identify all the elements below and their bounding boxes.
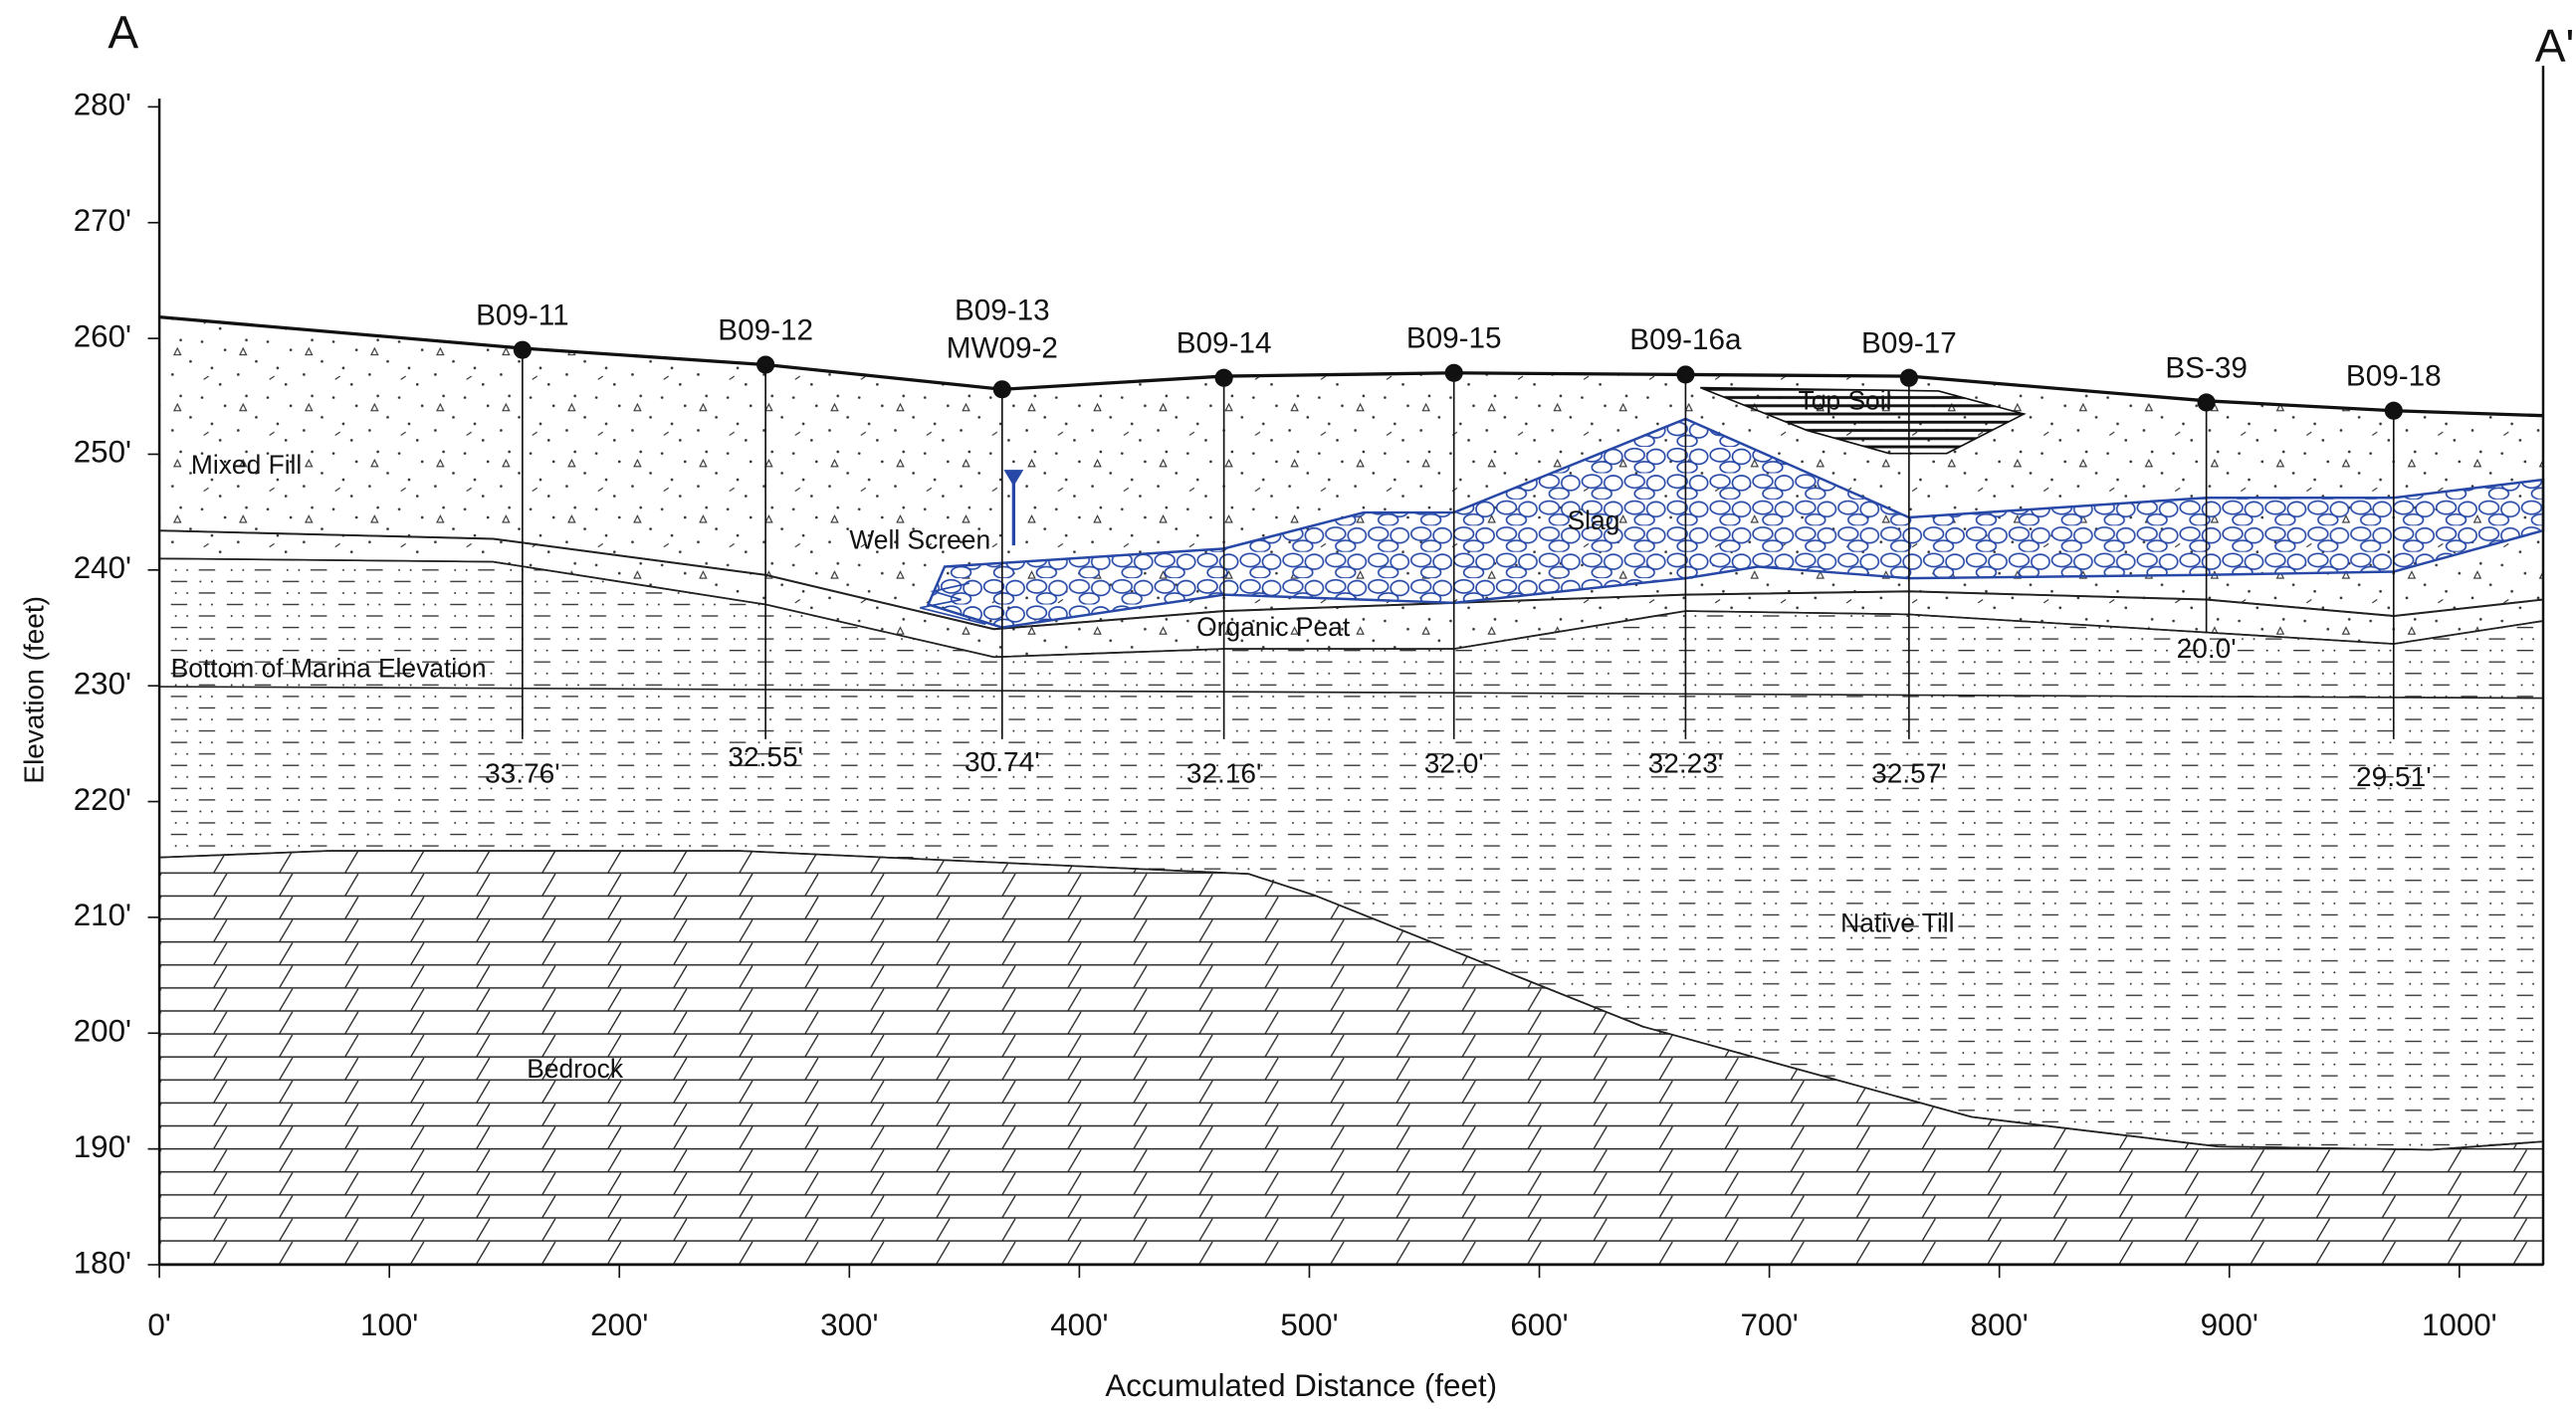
y-tick-label: 280' bbox=[74, 88, 131, 122]
boring-name: B09-15 bbox=[1406, 322, 1502, 355]
x-tick-label: 1000' bbox=[2422, 1308, 2497, 1342]
y-tick-label: 200' bbox=[74, 1014, 131, 1049]
layer-label: Native Till bbox=[1840, 907, 1954, 937]
boring-marker bbox=[1676, 365, 1694, 383]
y-axis-title: Elevation (feet) bbox=[19, 596, 50, 784]
x-tick-label: 0' bbox=[147, 1308, 170, 1342]
y-tick-label: 210' bbox=[74, 898, 131, 932]
boring-depth: 32.0' bbox=[1424, 748, 1484, 779]
y-tick-label: 190' bbox=[74, 1129, 131, 1164]
boring-depth: 33.76' bbox=[485, 758, 560, 789]
x-tick-label: 900' bbox=[2201, 1308, 2258, 1342]
x-tick-label: 800' bbox=[1971, 1308, 2029, 1342]
boring-depth: 32.23' bbox=[1648, 748, 1724, 779]
y-tick-label: 220' bbox=[74, 782, 131, 817]
boring-marker bbox=[1215, 369, 1233, 387]
y-tick-label: 230' bbox=[74, 666, 131, 701]
boring-marker bbox=[993, 380, 1011, 398]
x-tick-label: 100' bbox=[360, 1308, 418, 1342]
layer-label: Well Screen bbox=[849, 525, 990, 555]
layer-label: Top Soil bbox=[1799, 385, 1892, 415]
cross-section: A A' Mixed Fill Well Screen Slag Top Soi… bbox=[0, 0, 2576, 1411]
boring-depth: 32.55' bbox=[728, 741, 803, 772]
y-tick-label: 240' bbox=[74, 550, 131, 585]
boring-depth: 32.57' bbox=[1871, 758, 1947, 789]
boring-name: B09-16a bbox=[1629, 323, 1742, 356]
boring-name: B09-18 bbox=[2346, 360, 2442, 393]
boring-name: B09-13 bbox=[955, 295, 1050, 327]
x-axis-title: Accumulated Distance (feet) bbox=[1105, 1368, 1497, 1403]
layer-label: Bedrock bbox=[527, 1054, 624, 1084]
layer-label: Slag bbox=[1568, 505, 1620, 535]
boring-marker bbox=[2198, 393, 2216, 411]
x-tick-label: 400' bbox=[1050, 1308, 1108, 1342]
x-tick-label: 300' bbox=[820, 1308, 878, 1342]
boring-marker bbox=[756, 355, 774, 373]
boring-depth: 30.74' bbox=[965, 746, 1040, 777]
x-tick-label: 700' bbox=[1740, 1308, 1798, 1342]
boring-marker bbox=[514, 341, 532, 359]
y-tick-label: 270' bbox=[74, 203, 131, 238]
layer-label: Bottom of Marina Elevation bbox=[171, 653, 487, 683]
boring-name: B09-11 bbox=[476, 299, 569, 331]
boring-name: B09-17 bbox=[1861, 327, 1957, 360]
y-tick-label: 250' bbox=[74, 435, 131, 470]
x-tick-label: 500' bbox=[1280, 1308, 1338, 1342]
boring-name: B09-14 bbox=[1177, 327, 1272, 360]
boring-name: B09-12 bbox=[718, 313, 813, 346]
boring-depth: 29.51' bbox=[2356, 761, 2432, 792]
y-tick-label: 180' bbox=[74, 1245, 131, 1280]
page: A A' Mixed Fill Well Screen Slag Top Soi… bbox=[0, 0, 2576, 1411]
boring-marker bbox=[1445, 364, 1463, 382]
layers bbox=[159, 66, 2543, 1265]
boring-depth: 32.16' bbox=[1186, 758, 1262, 789]
section-a: A bbox=[107, 7, 138, 59]
x-tick-label: 600' bbox=[1510, 1308, 1568, 1342]
boring-marker bbox=[1900, 369, 1918, 387]
layer-label: Mixed Fill bbox=[191, 450, 302, 480]
section-a-prime: A' bbox=[2535, 20, 2575, 72]
layer-label: Organic Peat bbox=[1196, 612, 1351, 642]
boring-marker bbox=[2385, 402, 2403, 420]
y-tick-label: 260' bbox=[74, 318, 131, 353]
boring-depth: 20.0' bbox=[2177, 633, 2237, 664]
well-name: MW09-2 bbox=[947, 332, 1058, 365]
x-tick-label: 200' bbox=[590, 1308, 648, 1342]
boring-name: BS-39 bbox=[2165, 351, 2248, 384]
